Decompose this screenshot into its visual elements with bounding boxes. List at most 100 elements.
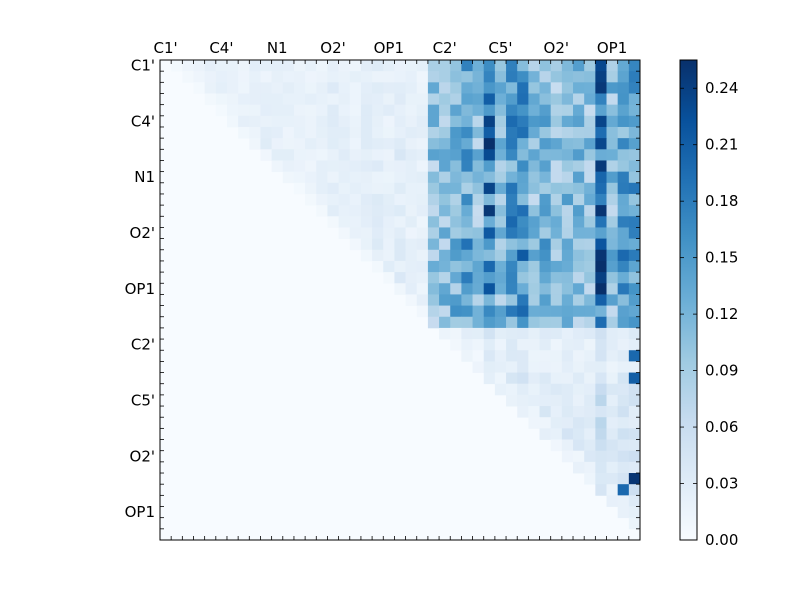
heatmap-cell xyxy=(595,115,607,128)
heatmap-cell xyxy=(472,71,485,83)
heatmap-cell xyxy=(606,272,619,284)
heatmap-cell xyxy=(472,171,485,184)
heatmap-cell xyxy=(573,316,585,329)
heatmap-cell xyxy=(584,372,596,385)
heatmap-cell xyxy=(528,249,540,262)
heatmap-cell xyxy=(595,372,607,385)
heatmap-cell xyxy=(461,216,473,228)
heatmap-cell xyxy=(316,104,328,117)
heatmap-cell xyxy=(539,249,552,262)
heatmap-cell xyxy=(528,60,540,72)
heatmap-cell xyxy=(595,283,607,295)
heatmap-cell xyxy=(584,473,596,485)
heatmap-cell xyxy=(584,439,596,452)
heatmap-cell xyxy=(595,473,607,485)
heatmap-cell xyxy=(282,160,295,173)
heatmap-cell xyxy=(450,126,462,139)
heatmap-cell xyxy=(450,71,462,83)
heatmap-cell xyxy=(372,60,384,72)
heatmap-cell xyxy=(561,260,574,273)
heatmap-cell xyxy=(617,473,630,485)
heatmap-cell xyxy=(550,406,563,418)
heatmap-cell xyxy=(282,71,295,83)
heatmap-cell xyxy=(327,149,339,161)
heatmap-cell xyxy=(472,193,485,206)
heatmap-cell xyxy=(360,249,373,262)
heatmap-cell xyxy=(550,138,563,150)
heatmap-cell xyxy=(439,316,451,329)
heatmap-cell xyxy=(561,238,574,251)
heatmap-cell xyxy=(316,138,328,150)
heatmap-cell xyxy=(539,316,552,329)
heatmap-cell xyxy=(483,115,496,128)
heatmap-cell xyxy=(528,182,540,195)
heatmap-cell xyxy=(573,71,585,83)
heatmap-cell xyxy=(595,138,607,150)
heatmap-cell xyxy=(506,350,518,362)
heatmap-cell xyxy=(349,115,362,128)
heatmap-cell xyxy=(450,160,462,173)
heatmap-cell xyxy=(561,160,574,173)
heatmap-cell xyxy=(439,327,451,340)
heatmap-cell xyxy=(338,160,351,173)
heatmap-cell xyxy=(517,361,529,373)
heatmap-cell xyxy=(539,216,552,228)
heatmap-cell xyxy=(539,93,552,106)
heatmap-cell xyxy=(472,93,485,106)
heatmap-cell xyxy=(584,138,596,150)
heatmap-cell xyxy=(394,82,406,94)
heatmap-cell xyxy=(327,115,339,128)
colorbar-tick-label: 0.15 xyxy=(705,249,738,267)
heatmap-cell xyxy=(539,227,552,239)
heatmap-cell xyxy=(561,60,574,72)
heatmap-cell xyxy=(550,205,563,217)
heatmap-cell xyxy=(349,238,362,251)
heatmap-cell xyxy=(338,115,351,128)
heatmap-cell xyxy=(528,227,540,239)
heatmap-cell xyxy=(372,138,384,150)
heatmap-cell xyxy=(372,82,384,94)
heatmap-cell xyxy=(349,193,362,206)
heatmap-cell xyxy=(506,339,518,351)
heatmap-cell xyxy=(539,428,552,440)
heatmap-cell xyxy=(293,60,306,72)
heatmap-cell xyxy=(171,60,183,72)
heatmap-cell xyxy=(573,205,585,217)
heatmap-cell xyxy=(427,115,440,128)
heatmap-cell xyxy=(617,60,630,72)
heatmap-cell xyxy=(450,249,462,262)
heatmap-cell xyxy=(394,193,406,206)
heatmap-cell xyxy=(617,283,630,295)
heatmap-cell xyxy=(416,205,429,217)
heatmap-cell xyxy=(450,149,462,161)
heatmap-cell xyxy=(617,372,630,385)
heatmap-cell xyxy=(606,227,619,239)
heatmap-cell xyxy=(573,417,585,429)
heatmap-cell xyxy=(439,294,451,306)
colorbar-tick-label: 0.06 xyxy=(705,418,738,436)
heatmap-cell xyxy=(628,205,641,217)
heatmap-cell xyxy=(182,71,194,83)
heatmap-cell xyxy=(595,126,607,139)
heatmap-cell xyxy=(372,71,384,83)
heatmap-cell xyxy=(584,205,596,217)
heatmap-cell xyxy=(349,82,362,94)
heatmap-cell xyxy=(539,71,552,83)
heatmap-cell xyxy=(550,350,563,362)
heatmap-cell xyxy=(595,160,607,173)
x-tick-labels: C1' C4' N1 O2' OP1 C2' C5' O2' OP1 xyxy=(154,39,628,57)
heatmap-cell xyxy=(238,104,250,117)
y-tick-labels: C1' C4' N1 O2' OP1 C2' C5' O2' OP1 xyxy=(125,57,155,522)
heatmap-cell xyxy=(271,93,284,106)
heatmap-cell xyxy=(550,227,563,239)
heatmap-cell xyxy=(606,216,619,228)
heatmap-cell xyxy=(394,249,406,262)
heatmap-cell xyxy=(461,93,473,106)
heatmap-cell xyxy=(573,305,585,318)
heatmap-cell xyxy=(450,339,462,351)
x-tick-label: OP1 xyxy=(374,39,404,57)
heatmap-cell xyxy=(573,238,585,251)
heatmap-cell xyxy=(506,316,518,329)
heatmap-cell xyxy=(338,71,351,83)
heatmap-cell xyxy=(584,149,596,161)
